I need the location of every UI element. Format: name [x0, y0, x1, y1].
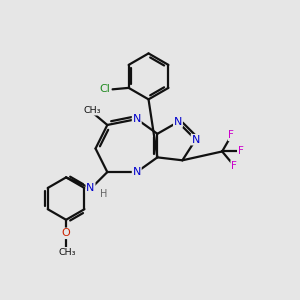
Text: N: N [86, 183, 95, 193]
Text: Cl: Cl [100, 84, 110, 94]
Text: F: F [229, 130, 234, 140]
Text: H: H [100, 189, 107, 199]
Text: N: N [191, 135, 200, 145]
Text: O: O [62, 228, 70, 238]
Text: N: N [133, 114, 141, 124]
Text: N: N [174, 117, 182, 127]
Text: F: F [238, 146, 244, 157]
Text: F: F [231, 161, 237, 171]
Text: CH₃: CH₃ [84, 106, 101, 115]
Text: CH₃: CH₃ [59, 248, 76, 257]
Text: N: N [133, 167, 141, 177]
